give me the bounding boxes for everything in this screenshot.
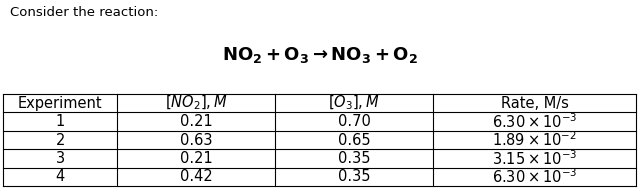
Text: $3.15 \times 10^{-3}$: $3.15 \times 10^{-3}$ <box>492 149 577 168</box>
Text: $1.89 \times 10^{-2}$: $1.89 \times 10^{-2}$ <box>492 131 577 149</box>
Text: $6.30 \times 10^{-3}$: $6.30 \times 10^{-3}$ <box>492 168 577 186</box>
Text: 2: 2 <box>56 133 65 148</box>
Text: $6.30 \times 10^{-3}$: $6.30 \times 10^{-3}$ <box>492 112 577 131</box>
Text: Rate, M/s: Rate, M/s <box>500 96 569 111</box>
Text: 0.63: 0.63 <box>180 133 212 148</box>
Text: Experiment: Experiment <box>18 96 102 111</box>
Text: 0.42: 0.42 <box>180 169 213 184</box>
Text: $[NO_2], M$: $[NO_2], M$ <box>165 94 227 112</box>
Text: 0.21: 0.21 <box>180 114 213 129</box>
Text: 4: 4 <box>56 169 65 184</box>
Text: 0.65: 0.65 <box>338 133 371 148</box>
Text: 0.21: 0.21 <box>180 151 213 166</box>
Text: 0.35: 0.35 <box>338 169 371 184</box>
Text: Consider the reaction:: Consider the reaction: <box>10 6 158 19</box>
Text: 0.70: 0.70 <box>338 114 371 129</box>
Text: 1: 1 <box>56 114 65 129</box>
Text: $\mathbf{NO_2 + O_3 \rightarrow NO_3 + O_2}$: $\mathbf{NO_2 + O_3 \rightarrow NO_3 + O… <box>222 45 417 65</box>
Text: 3: 3 <box>56 151 65 166</box>
Text: $[O_3], M$: $[O_3], M$ <box>328 94 380 112</box>
Text: 0.35: 0.35 <box>338 151 371 166</box>
